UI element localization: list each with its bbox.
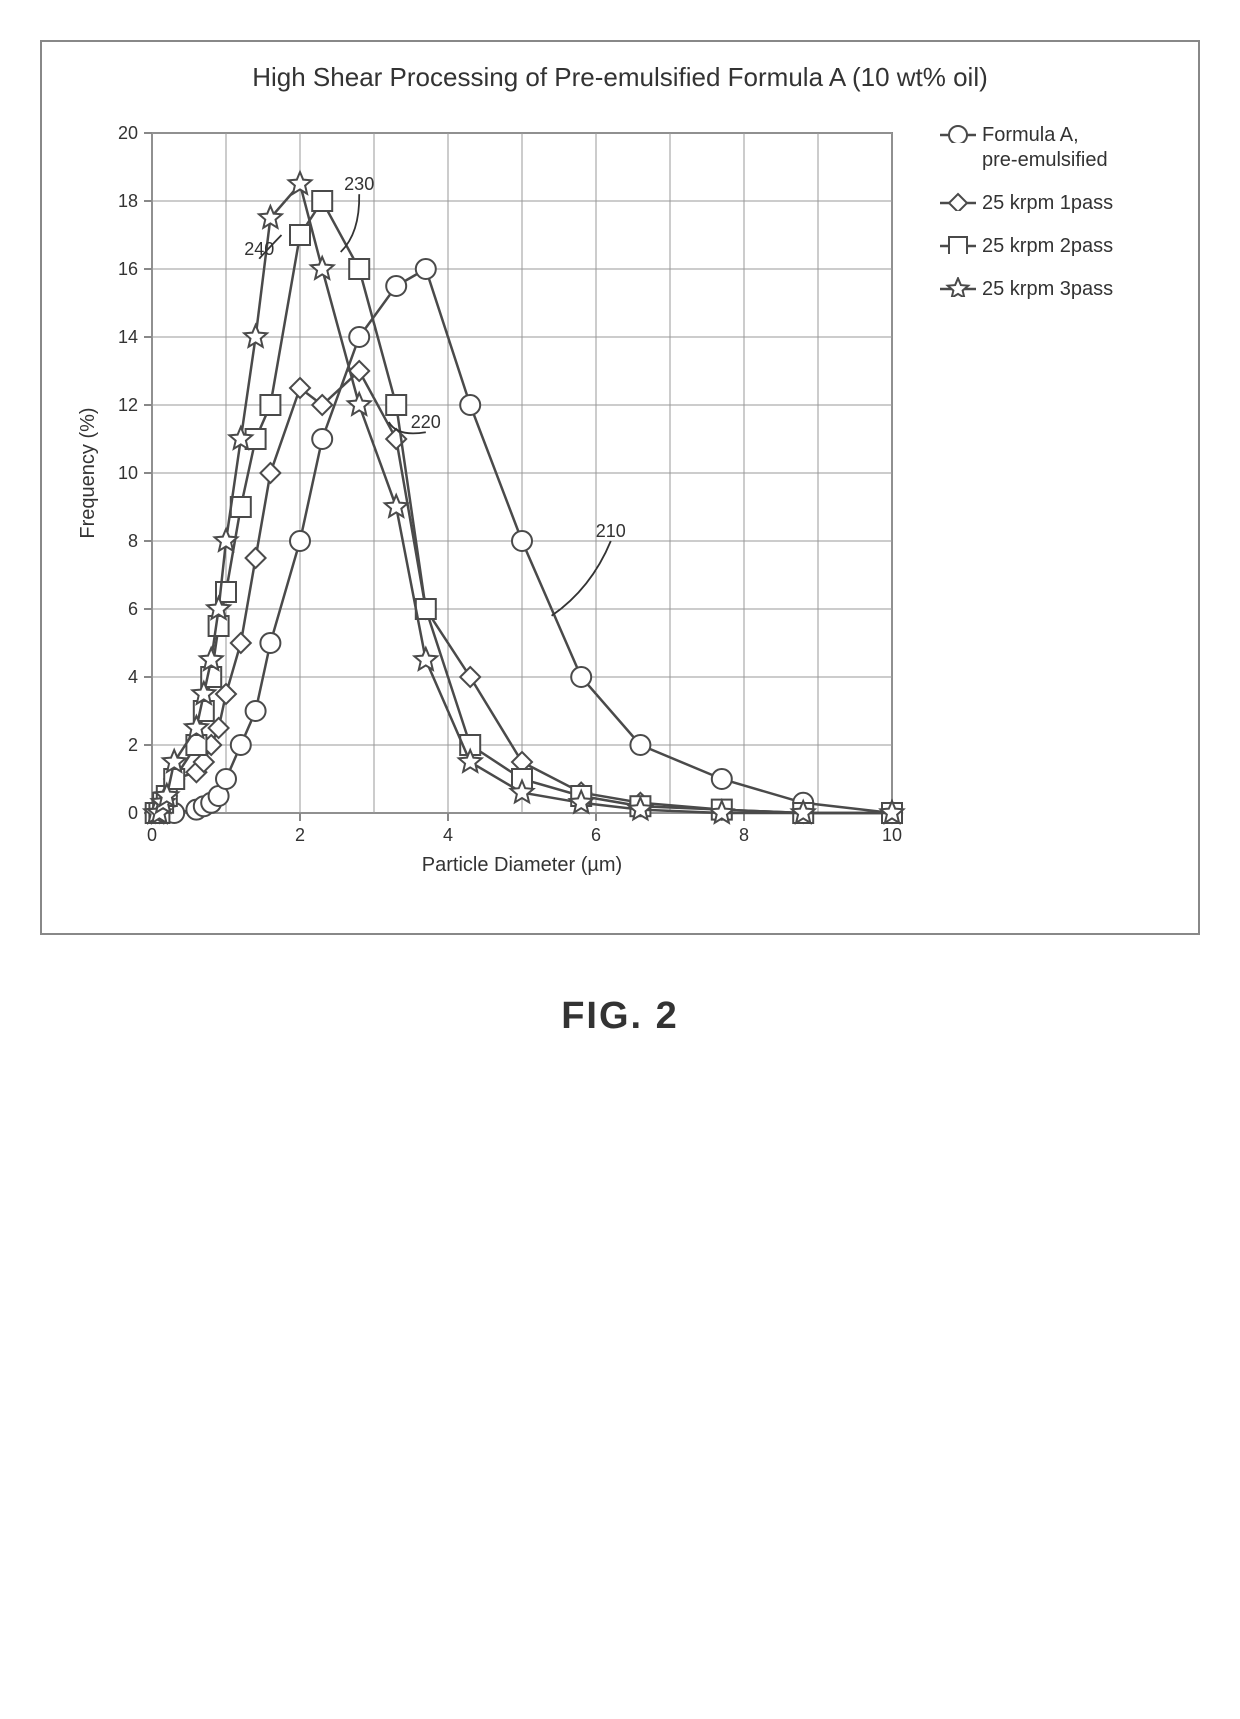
legend-item: 25 krpm 3pass bbox=[940, 277, 1113, 302]
legend-marker-star-icon bbox=[940, 277, 976, 297]
figure-caption: FIG. 2 bbox=[40, 995, 1200, 1038]
legend-item: 25 krpm 1pass bbox=[940, 191, 1113, 216]
svg-text:4: 4 bbox=[128, 667, 138, 687]
particle-size-chart: 0 2 4 6 8 10 12 14 16 18 20 0 2 4 6 8 10 Frequency (%) Par… bbox=[62, 113, 912, 893]
legend-marker-circle-icon bbox=[940, 123, 976, 143]
legend-marker-square-icon bbox=[940, 234, 976, 254]
svg-text:8: 8 bbox=[128, 531, 138, 551]
chart-title: High Shear Processing of Pre-emulsified … bbox=[62, 62, 1178, 93]
figure-wrap: High Shear Processing of Pre-emulsified … bbox=[40, 40, 1200, 1038]
legend-label: Formula A,pre-emulsified bbox=[982, 123, 1108, 173]
svg-text:0: 0 bbox=[147, 825, 157, 845]
svg-text:Particle Diameter (µm): Particle Diameter (µm) bbox=[422, 854, 622, 876]
svg-text:Frequency (%): Frequency (%) bbox=[77, 407, 99, 538]
svg-text:8: 8 bbox=[739, 825, 749, 845]
legend-label: 25 krpm 3pass bbox=[982, 277, 1113, 302]
svg-text:0: 0 bbox=[128, 803, 138, 823]
svg-text:230: 230 bbox=[344, 174, 374, 194]
svg-text:6: 6 bbox=[128, 599, 138, 619]
legend-label: 25 krpm 1pass bbox=[982, 191, 1113, 216]
svg-text:10: 10 bbox=[118, 463, 138, 483]
svg-text:16: 16 bbox=[118, 259, 138, 279]
svg-text:20: 20 bbox=[118, 123, 138, 143]
legend-item: Formula A,pre-emulsified bbox=[940, 123, 1113, 173]
svg-text:240: 240 bbox=[244, 239, 274, 259]
outer-frame: High Shear Processing of Pre-emulsified … bbox=[40, 40, 1200, 935]
svg-text:220: 220 bbox=[411, 412, 441, 432]
chart-container: 0 2 4 6 8 10 12 14 16 18 20 0 2 4 6 8 10 Frequency (%) Par… bbox=[62, 113, 912, 893]
svg-text:2: 2 bbox=[128, 735, 138, 755]
legend-label: 25 krpm 2pass bbox=[982, 234, 1113, 259]
svg-text:12: 12 bbox=[118, 395, 138, 415]
svg-text:14: 14 bbox=[118, 327, 138, 347]
chart-row: 0 2 4 6 8 10 12 14 16 18 20 0 2 4 6 8 10 Frequency (%) Par… bbox=[62, 113, 1178, 893]
legend: Formula A,pre-emulsified 25 krpm 1pass 25 … bbox=[940, 123, 1113, 320]
legend-marker-diamond-icon bbox=[940, 191, 976, 211]
svg-text:10: 10 bbox=[882, 825, 902, 845]
svg-text:18: 18 bbox=[118, 191, 138, 211]
legend-item: 25 krpm 2pass bbox=[940, 234, 1113, 259]
svg-text:4: 4 bbox=[443, 825, 453, 845]
svg-text:2: 2 bbox=[295, 825, 305, 845]
svg-text:6: 6 bbox=[591, 825, 601, 845]
svg-text:210: 210 bbox=[596, 521, 626, 541]
